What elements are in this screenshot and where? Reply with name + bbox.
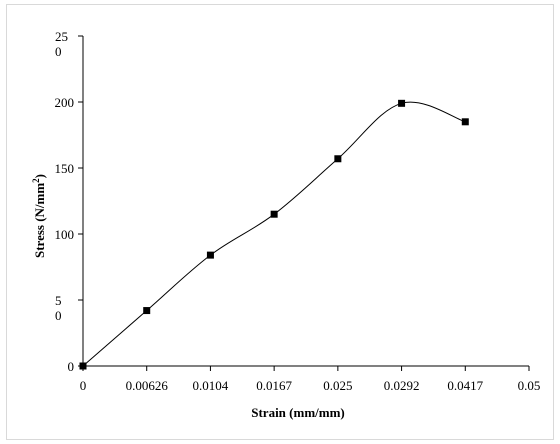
data-point [334, 155, 342, 163]
y-tick-label: 100 [55, 227, 75, 242]
x-tick-label: 0.0292 [384, 378, 420, 393]
data-point [79, 362, 87, 370]
x-tick-label: 0.0104 [193, 378, 229, 393]
y-tick-label: 0 [68, 359, 75, 374]
data-point [398, 99, 406, 107]
series-line [82, 101, 466, 367]
x-axis-title: Strain (mm/mm) [251, 405, 345, 420]
x-ticks: 0 0.00626 0.0104 0.0167 0.025 0.0292 0.0417 0.0… [80, 366, 541, 393]
y-axis-title: Stress (N/mm2) [31, 174, 47, 258]
x-tick-label: 0.0417 [447, 378, 483, 393]
y-ticks: 0 5 0 100 150 200 25 0 [55, 29, 83, 374]
data-point [143, 307, 151, 315]
y-axis-title-superscript: 2 [31, 178, 41, 183]
data-point [461, 118, 469, 126]
y-axis-title-close: ) [32, 174, 47, 178]
axes [82, 36, 529, 367]
y-tick-label: 150 [55, 161, 75, 176]
data-point [206, 251, 214, 259]
x-tick-label: 0.0167 [256, 378, 292, 393]
y-tick-label: 200 [55, 95, 75, 110]
chart-frame [6, 4, 554, 440]
x-tick-label: 0 [80, 378, 87, 393]
y-axis-title-main: Stress (N/mm [32, 183, 47, 258]
data-point [270, 210, 278, 218]
x-tick-label: 0.00626 [126, 378, 169, 393]
x-tick-label: 0.025 [323, 378, 352, 393]
x-tick-label: 0.05 [518, 378, 541, 393]
y-tick-label: 25 0 [55, 29, 68, 59]
data-markers [79, 99, 469, 370]
